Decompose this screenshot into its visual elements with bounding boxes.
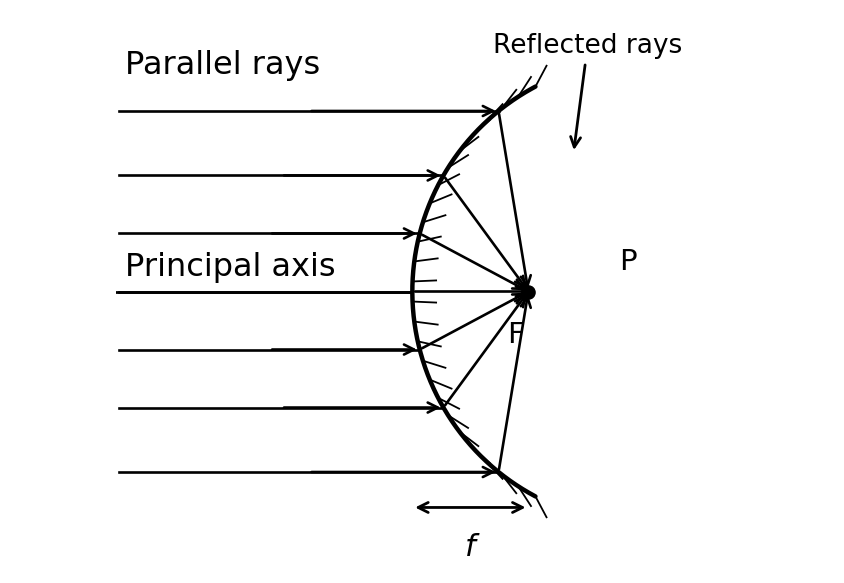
Text: P: P — [619, 248, 636, 276]
Point — [522, 287, 535, 296]
Text: Parallel rays: Parallel rays — [126, 50, 321, 82]
Text: Reflected rays: Reflected rays — [493, 33, 682, 147]
Text: Principal axis: Principal axis — [126, 251, 336, 283]
Text: F: F — [507, 321, 524, 349]
Text: f: f — [465, 533, 476, 562]
